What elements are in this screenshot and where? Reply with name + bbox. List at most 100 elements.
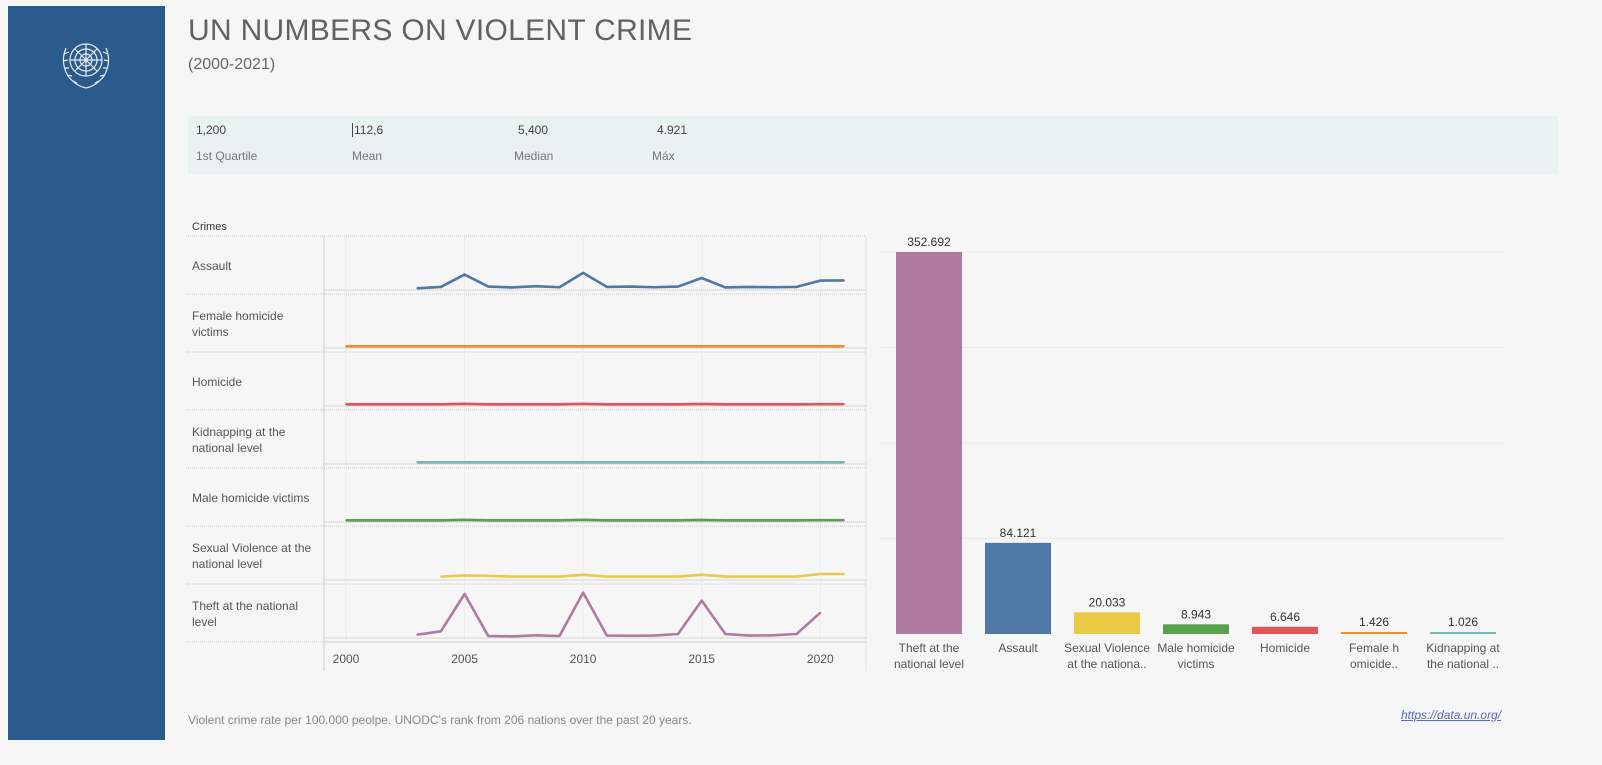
series-point — [582, 573, 585, 576]
series-point — [700, 599, 703, 602]
series-point — [795, 575, 798, 578]
series-point — [795, 633, 798, 635]
bar-value-label: 1.026 — [1448, 615, 1478, 629]
series-point — [700, 573, 703, 576]
series-point — [368, 345, 371, 348]
series-point — [653, 286, 656, 289]
series-point — [700, 403, 703, 405]
series-point — [819, 519, 822, 522]
series-point — [724, 519, 727, 522]
series-point — [439, 345, 442, 348]
series-point — [487, 519, 490, 522]
series-point — [534, 634, 537, 637]
series-line-2 — [346, 402, 844, 406]
series-point — [416, 345, 419, 348]
series-point — [439, 286, 442, 288]
series-point — [700, 461, 703, 464]
series-point — [843, 279, 845, 282]
series-point — [439, 575, 442, 578]
series-point — [534, 575, 537, 578]
crime-row-label-line: Homicide — [192, 375, 243, 389]
series-point — [534, 345, 537, 348]
crime-row-label-line: Male homicide victims — [192, 491, 310, 505]
series-point — [724, 633, 727, 635]
x-tick-label: 2000 — [333, 652, 360, 666]
series-point — [558, 345, 561, 348]
series-point — [511, 345, 513, 348]
series-point — [487, 635, 490, 637]
series-point — [795, 345, 798, 348]
series-point — [843, 403, 845, 406]
series-point — [677, 345, 679, 348]
crime-row-label-line: victims — [192, 325, 229, 339]
series-point — [795, 461, 798, 464]
series-point — [700, 345, 703, 348]
kpi-value: 4.921 — [657, 123, 688, 137]
bar-category-label: national level — [894, 657, 964, 671]
footer-note: Violent crime rate per 100.000 peolpe. U… — [188, 713, 692, 727]
series-point — [463, 461, 466, 464]
series-point — [392, 403, 395, 406]
series-point — [843, 573, 845, 575]
crime-row-label-line: Assault — [192, 259, 232, 273]
kpi-label: Median — [514, 149, 554, 163]
series-point — [629, 461, 632, 464]
series-line-6 — [416, 591, 822, 638]
crime-row-label: Sexual Violence at the national level — [192, 540, 318, 572]
series-point — [463, 402, 466, 405]
bar-1 — [985, 542, 1051, 634]
series-point — [795, 286, 798, 288]
bar-category-label: Assault — [998, 641, 1038, 655]
bar-category-label: at the nationa.. — [1067, 657, 1146, 671]
bar-value-label: 6.646 — [1270, 610, 1300, 624]
source-link[interactable]: https://data.un.org/ — [1401, 708, 1502, 722]
series-point — [724, 575, 727, 578]
series-point — [416, 403, 419, 406]
series-line-4 — [346, 518, 844, 522]
series-point — [748, 519, 751, 522]
series-point — [439, 519, 442, 522]
series-point — [605, 403, 608, 406]
series-point — [748, 345, 751, 348]
series-point — [558, 635, 561, 637]
series-point — [748, 286, 751, 288]
series-point — [653, 575, 656, 578]
crime-row-label: Theft at the national level — [192, 598, 318, 630]
bar-category-label: the national .. — [1427, 657, 1499, 671]
series-point — [771, 345, 774, 348]
bar-category-label: Male homicide — [1157, 641, 1235, 655]
series-point — [605, 461, 608, 464]
x-tick-label: 2020 — [807, 652, 834, 666]
series-line-5 — [440, 572, 844, 578]
series-point — [819, 573, 822, 575]
series-point — [771, 575, 774, 578]
bar-6 — [1430, 632, 1496, 634]
series-point — [795, 403, 798, 406]
series-point — [487, 574, 490, 577]
series-point — [677, 519, 679, 522]
crime-row-label-line: Theft at the national — [192, 599, 299, 613]
bar-category-label: Kidnapping at — [1426, 641, 1500, 655]
series-point — [653, 634, 656, 637]
series-point — [819, 461, 822, 464]
series-point — [345, 519, 347, 522]
series-point — [487, 461, 490, 464]
series-point — [558, 403, 561, 406]
bar-value-label: 352.692 — [907, 235, 951, 249]
series-point — [605, 634, 608, 637]
series-point — [843, 519, 845, 522]
series-point — [463, 593, 466, 595]
x-tick-label: 2010 — [570, 652, 597, 666]
crime-row-label: Assault — [192, 258, 318, 274]
series-point — [534, 519, 537, 522]
series-point — [558, 286, 561, 289]
series-point — [463, 574, 466, 577]
kpi-value: 1,200 — [196, 123, 227, 137]
series-point — [677, 403, 679, 406]
series-point — [558, 575, 561, 578]
bar-category-label: Homicide — [1260, 641, 1310, 655]
series-point — [843, 461, 845, 464]
bar-2 — [1074, 612, 1140, 634]
